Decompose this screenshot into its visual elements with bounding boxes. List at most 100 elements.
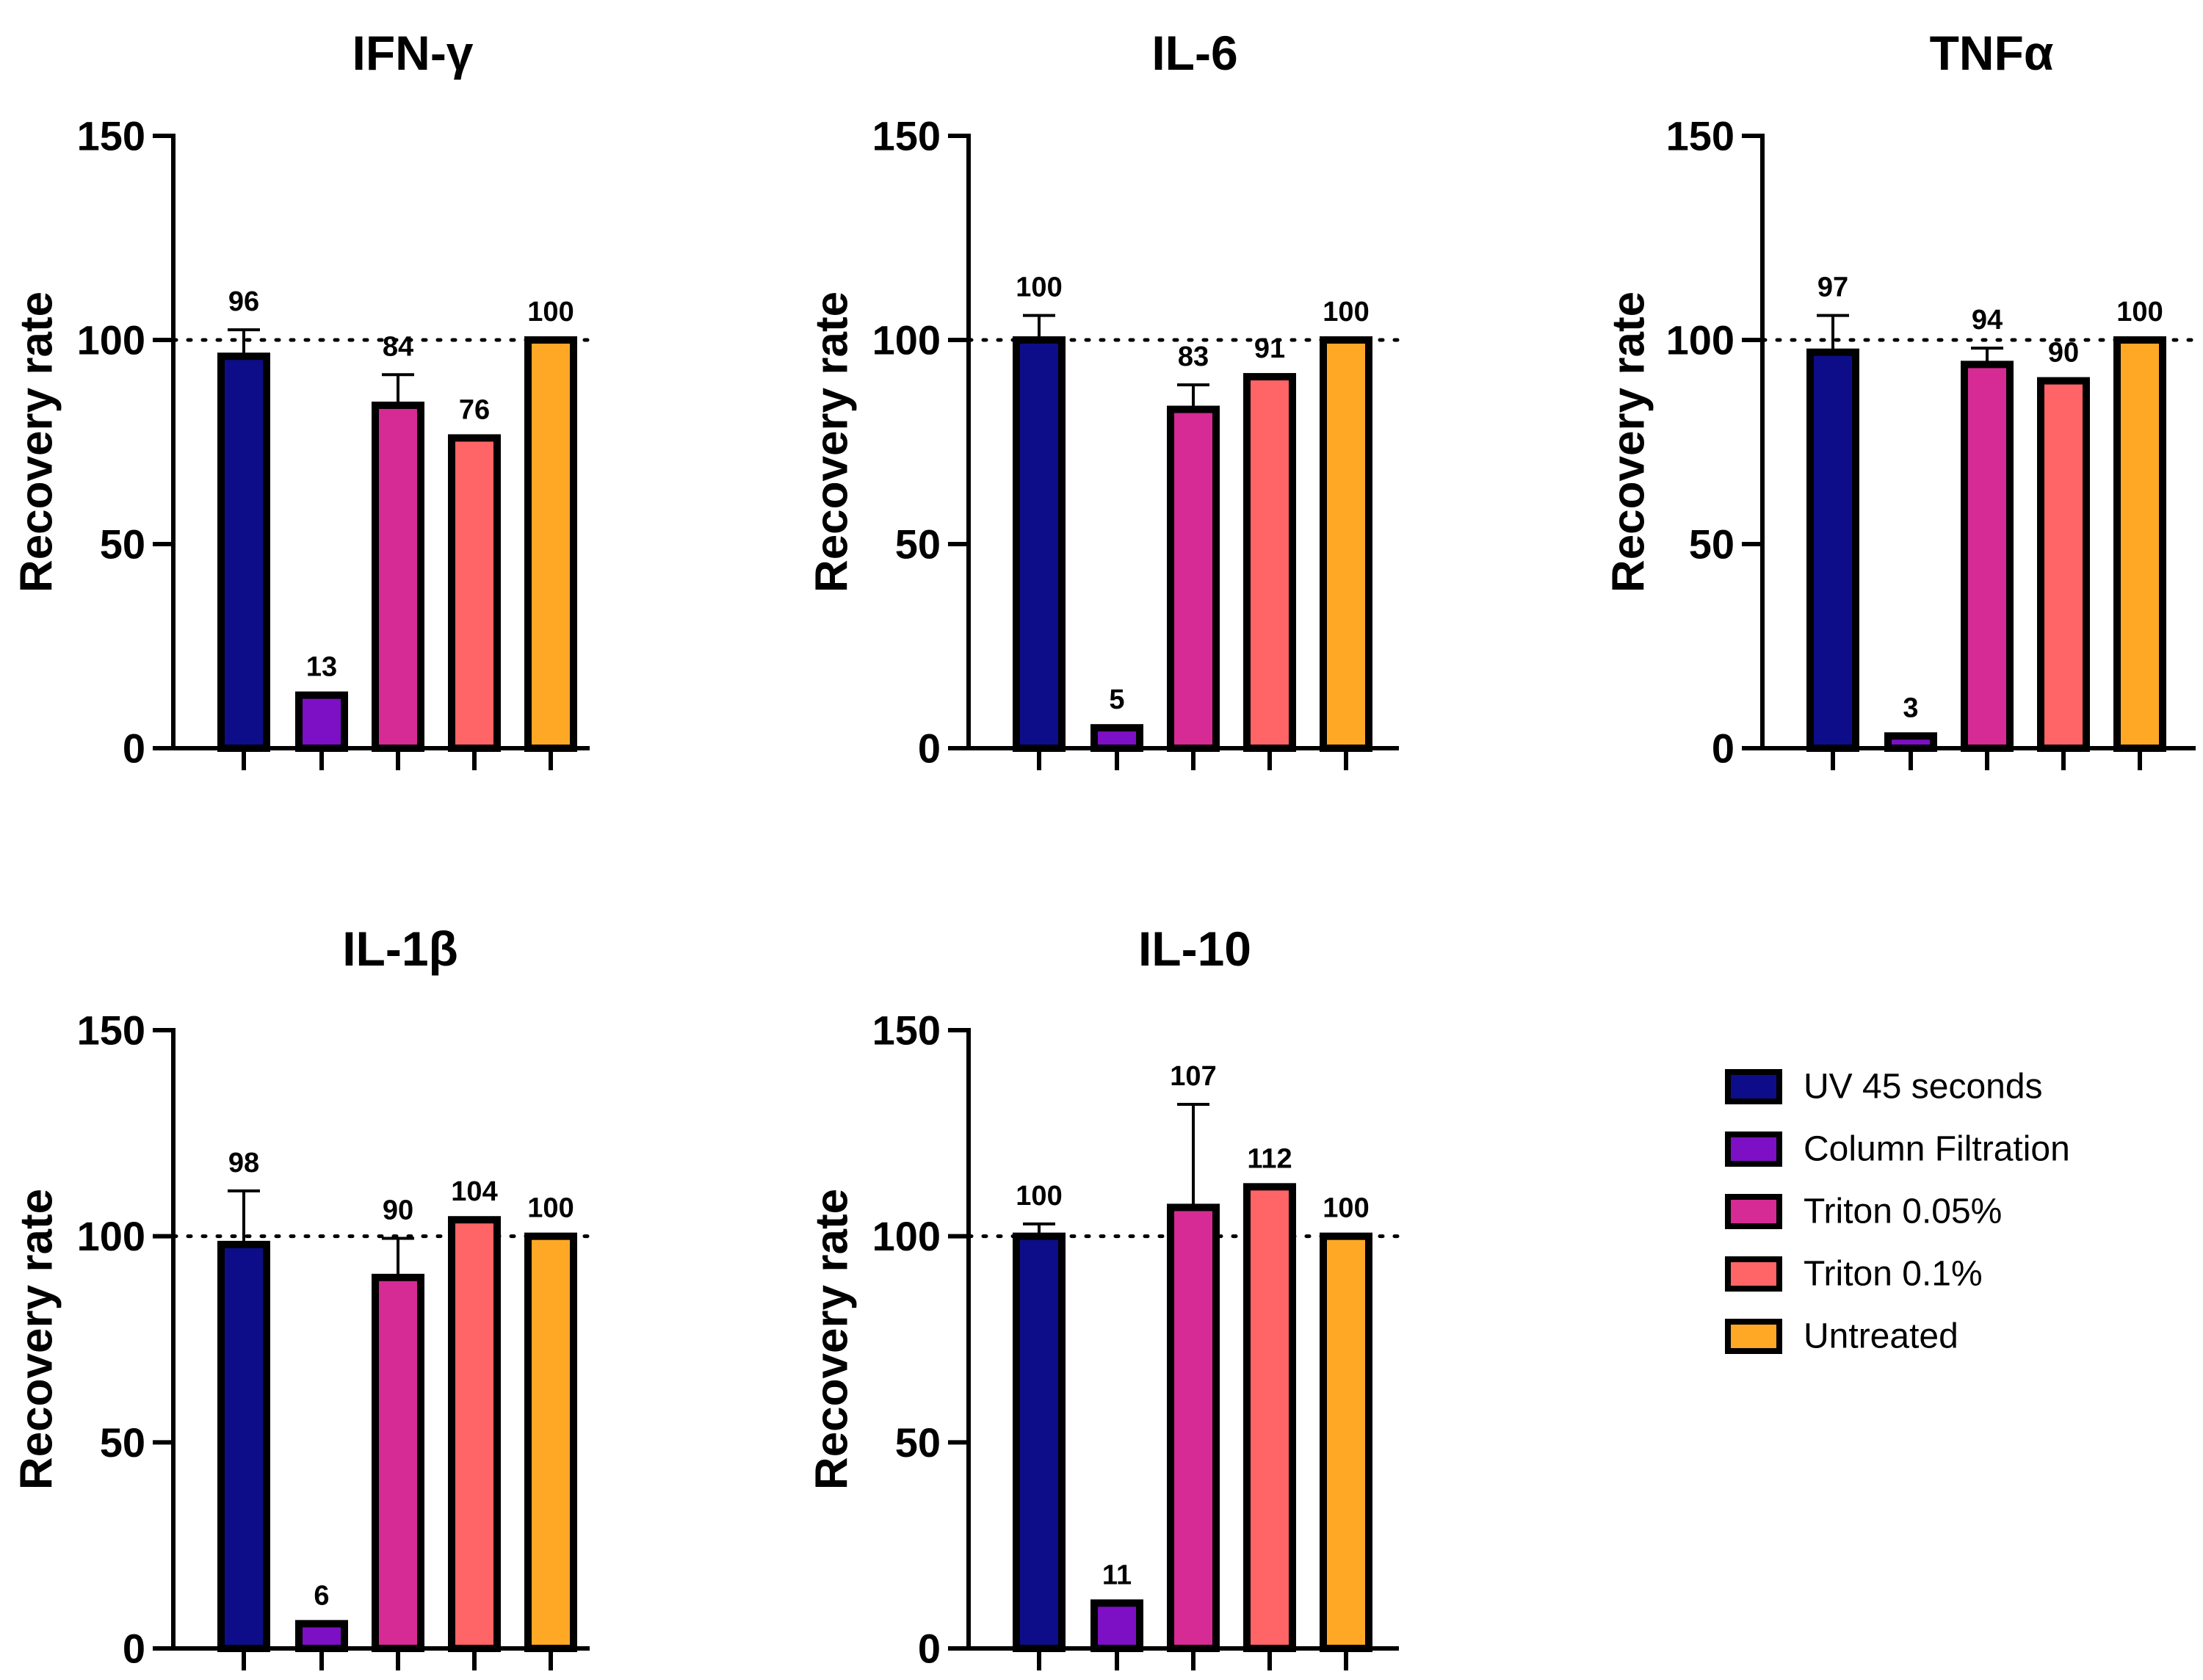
chart-panel-5: IL-10 Recovery rate 0 50 100 150 100 11 107 112 10… [807, 922, 1401, 1672]
y-tick-label: 150 [872, 113, 941, 159]
data-label: 83 [1178, 341, 1209, 372]
y-tick-label: 0 [918, 725, 941, 772]
panel-title: IL-6 [1151, 26, 1237, 80]
y-tick-label: 100 [872, 1213, 941, 1259]
bar [1243, 373, 1296, 752]
legend-item: Triton 0.1% [1725, 1255, 1983, 1294]
data-label: 13 [306, 652, 337, 683]
bar [1013, 336, 1066, 752]
y-axis-label: Recovery rate [12, 1189, 62, 1490]
chart-panel-4: IL-1β Recovery rate 0 50 100 150 98 6 90 104 100 [12, 922, 592, 1672]
panel-title: TNFα [1930, 26, 2054, 80]
y-tick-label: 0 [123, 725, 145, 772]
y-tick-label: 100 [1666, 317, 1734, 363]
bar [524, 336, 577, 752]
y-axis-label: Recovery rate [807, 292, 858, 593]
bar [1167, 405, 1220, 753]
y-tick-label: 50 [100, 1419, 145, 1466]
y-tick-label: 150 [872, 1007, 941, 1054]
legend-item: Column Filtration [1725, 1130, 2070, 1169]
data-label: 100 [1016, 272, 1062, 303]
y-tick-label: 0 [123, 1626, 145, 1672]
legend-item: UV 45 seconds [1725, 1068, 2043, 1107]
legend-swatch [1725, 1194, 1782, 1229]
panel-title: IL-1β [342, 922, 458, 976]
bar [372, 401, 424, 753]
data-label: 100 [1016, 1181, 1062, 1212]
data-label: 100 [527, 1193, 574, 1224]
data-label: 6 [314, 1580, 329, 1611]
data-label: 76 [459, 394, 490, 425]
y-axis-label: Recovery rate [1604, 292, 1654, 593]
bar [217, 352, 270, 752]
legend: UV 45 seconds Column Filtration Triton 0.0… [1725, 1068, 2070, 1356]
data-label: 100 [1323, 297, 1369, 327]
data-label: 97 [1817, 272, 1848, 303]
data-label: 100 [1323, 1193, 1369, 1224]
legend-swatch [1725, 1132, 1782, 1167]
data-label: 96 [228, 286, 259, 317]
y-tick-label: 50 [895, 1419, 941, 1466]
chart-panel-1: IFN-γ Recovery rate 0 50 100 150 96 13 84 76 100 [12, 26, 592, 772]
legend-label: Column Filtration [1804, 1130, 2070, 1169]
bar [372, 1273, 424, 1653]
bar [217, 1240, 270, 1652]
legend-item: Triton 0.05% [1725, 1192, 2002, 1231]
bar [1320, 1232, 1372, 1652]
y-tick-label: 150 [1666, 113, 1734, 159]
y-tick-label: 50 [1689, 521, 1734, 568]
y-tick-label: 0 [918, 1626, 941, 1672]
y-tick-label: 100 [77, 317, 145, 363]
bar [448, 434, 501, 752]
legend-swatch [1725, 1069, 1782, 1104]
data-label: 100 [527, 297, 574, 327]
bar [1090, 1599, 1143, 1653]
bar [1167, 1203, 1220, 1652]
y-tick-label: 100 [77, 1213, 145, 1259]
bar [1806, 348, 1859, 752]
bar [1013, 1232, 1066, 1652]
data-label: 107 [1170, 1061, 1216, 1092]
legend-label: Untreated [1804, 1317, 1958, 1356]
chart-panel-3: TNFα Recovery rate 0 50 100 150 97 3 94 90 100 [1604, 26, 2198, 772]
bar [1884, 732, 1937, 753]
y-tick-label: 50 [895, 521, 941, 568]
y-axis-label: Recovery rate [807, 1189, 858, 1490]
bar [295, 1620, 348, 1653]
chart-panel-2: IL-6 Recovery rate 0 50 100 150 100 5 83 91 100 [807, 26, 1401, 772]
legend-item: Untreated [1725, 1317, 1958, 1356]
panel-title: IFN-γ [352, 26, 474, 80]
y-tick-label: 150 [77, 113, 145, 159]
bar [1243, 1183, 1296, 1652]
bar [448, 1216, 501, 1653]
panel-title: IL-10 [1138, 922, 1251, 976]
legend-label: Triton 0.05% [1804, 1192, 2002, 1231]
legend-swatch [1725, 1319, 1782, 1354]
data-label: 94 [1972, 305, 2003, 336]
legend-swatch [1725, 1256, 1782, 1292]
data-label: 5 [1109, 684, 1124, 715]
data-label: 98 [228, 1148, 259, 1178]
y-tick-label: 50 [100, 521, 145, 568]
bar [2037, 377, 2090, 752]
bar [295, 691, 348, 752]
data-label: 3 [1903, 692, 1918, 723]
y-axis-label: Recovery rate [12, 292, 62, 593]
data-label: 104 [451, 1176, 497, 1207]
y-tick-label: 0 [1712, 725, 1734, 772]
data-label: 100 [2116, 297, 2163, 327]
y-tick-label: 150 [77, 1007, 145, 1054]
bar [1320, 336, 1372, 752]
legend-label: Triton 0.1% [1804, 1255, 1983, 1294]
data-label: 90 [383, 1195, 413, 1225]
data-label: 11 [1102, 1560, 1132, 1590]
bar [524, 1232, 577, 1652]
data-label: 90 [2048, 338, 2079, 369]
bar [1961, 361, 2014, 752]
data-label: 91 [1254, 333, 1285, 364]
y-tick-label: 100 [872, 317, 941, 363]
legend-label: UV 45 seconds [1804, 1068, 2043, 1107]
data-label: 112 [1247, 1143, 1292, 1174]
bar [1090, 724, 1143, 753]
